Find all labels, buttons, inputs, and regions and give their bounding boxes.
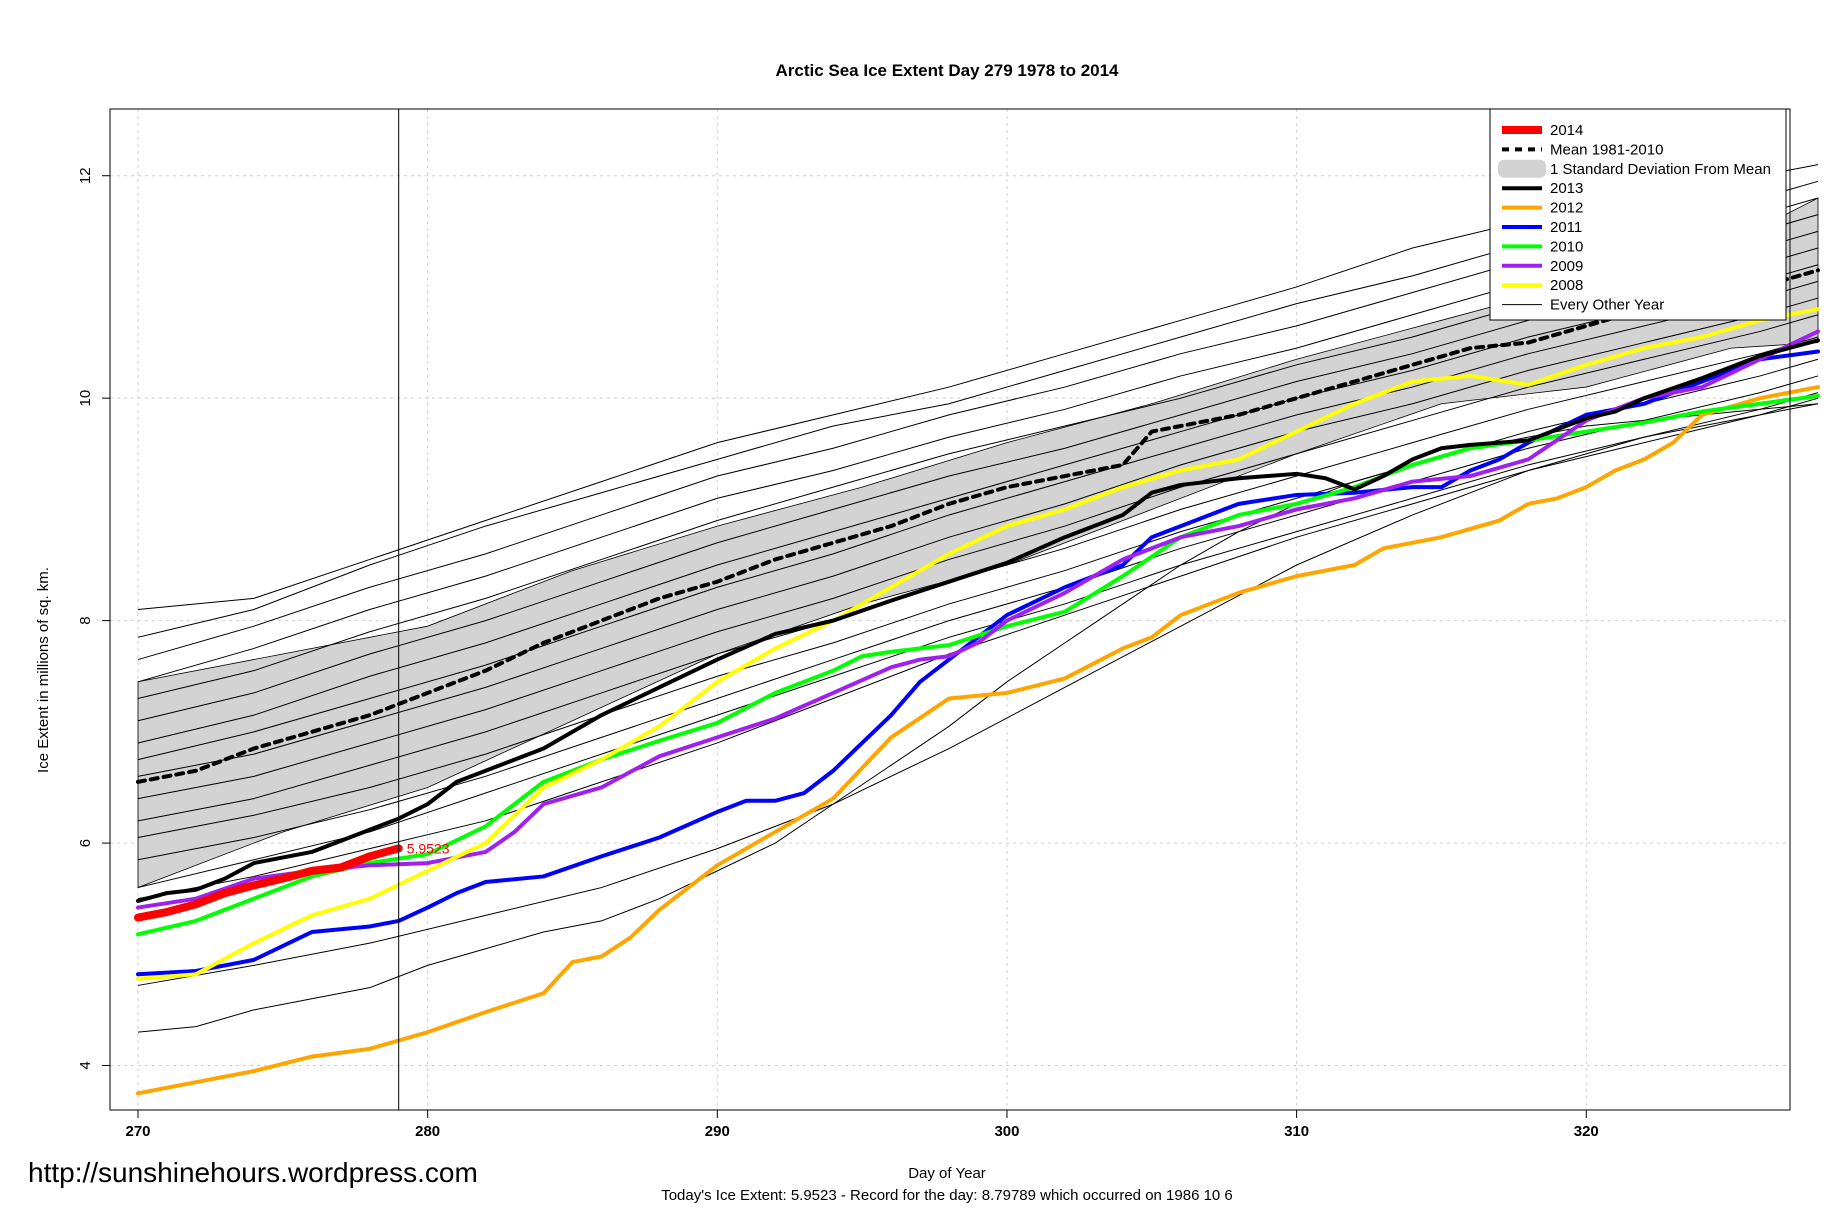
x-tick-label: 280	[415, 1123, 440, 1140]
plot-frame	[109, 108, 1791, 1111]
y-axis-label: Ice Extent in millions of sq. km.	[35, 567, 52, 773]
x-tick-label: 270	[125, 1123, 150, 1140]
chart-title: Arctic Sea Ice Extent Day 279 1978 to 20…	[775, 61, 1119, 80]
other-year-line	[137, 264, 1819, 744]
legend-item: Every Other Year	[1502, 297, 1664, 314]
legend-item: 2010	[1502, 238, 1583, 255]
std-dev-band	[137, 197, 1819, 889]
series-line-mean-1981-2010	[136, 268, 1820, 784]
legend-item: 2014	[1502, 122, 1583, 139]
y-tick-label: 10	[77, 390, 94, 407]
other-year-line	[137, 280, 1819, 761]
axes: 270 280 290 300 310 320 4 6 8 10 12	[77, 167, 1599, 1140]
y-tick-label: 8	[77, 616, 94, 624]
legend-item: 2013	[1502, 180, 1583, 197]
series-line-2009	[136, 329, 1820, 910]
series-line-2011	[136, 349, 1820, 977]
x-tick-label: 310	[1284, 1123, 1309, 1140]
y-tick-label: 4	[77, 1061, 94, 1069]
legend-label: Mean 1981-2010	[1550, 141, 1663, 158]
legend-item: 2012	[1502, 200, 1583, 217]
legend-label: 2014	[1550, 122, 1583, 139]
legend-item: 2008	[1502, 277, 1583, 294]
series-line-2013	[136, 338, 1820, 903]
x-tick-label: 290	[705, 1123, 730, 1140]
current-value-label: 5.9523	[407, 840, 450, 856]
legend-item: 1 Standard Deviation From Mean	[1498, 159, 1771, 178]
series-line-2008	[136, 307, 1820, 981]
legend-label: 2012	[1550, 200, 1583, 217]
y-tick-label: 6	[77, 839, 94, 847]
x-tick-label: 300	[994, 1123, 1019, 1140]
legend-label: 2009	[1550, 258, 1583, 275]
other-year-line	[137, 375, 1819, 861]
legend-label: 2008	[1550, 277, 1583, 294]
legend-label: Every Other Year	[1550, 297, 1664, 314]
watermark-url: http://sunshinehours.wordpress.com	[28, 1157, 478, 1188]
footer-summary: Today's Ice Extent: 5.9523 - Record for …	[661, 1187, 1233, 1204]
legend-label: 2011	[1550, 219, 1582, 236]
legend-swatch	[1498, 159, 1546, 178]
legend-items: 2014 Mean 1981-2010 1 Standard Deviation F…	[1498, 122, 1771, 314]
legend-label: 1 Standard Deviation From Mean	[1550, 161, 1771, 178]
legend-item: 2009	[1502, 258, 1583, 275]
other-year-line	[137, 297, 1819, 777]
series-lines	[134, 268, 1820, 1096]
other-year-line	[137, 403, 1819, 986]
legend-label: 2010	[1550, 238, 1583, 255]
x-axis-label: Day of Year	[908, 1165, 986, 1182]
other-year-line	[137, 397, 1819, 900]
series-line-2012	[136, 385, 1820, 1096]
legend-item: Mean 1981-2010	[1502, 141, 1663, 158]
other-year-line	[137, 314, 1819, 800]
other-year-line	[137, 336, 1819, 822]
series-line-2014	[134, 844, 403, 922]
legend-item: 2011	[1502, 219, 1582, 236]
x-tick-label: 320	[1574, 1123, 1599, 1140]
legend-label: 2013	[1550, 180, 1583, 197]
legend: 2014 Mean 1981-2010 1 Standard Deviation F…	[1489, 108, 1787, 321]
std-dev-band-area	[137, 197, 1819, 889]
y-tick-label: 12	[77, 167, 94, 184]
